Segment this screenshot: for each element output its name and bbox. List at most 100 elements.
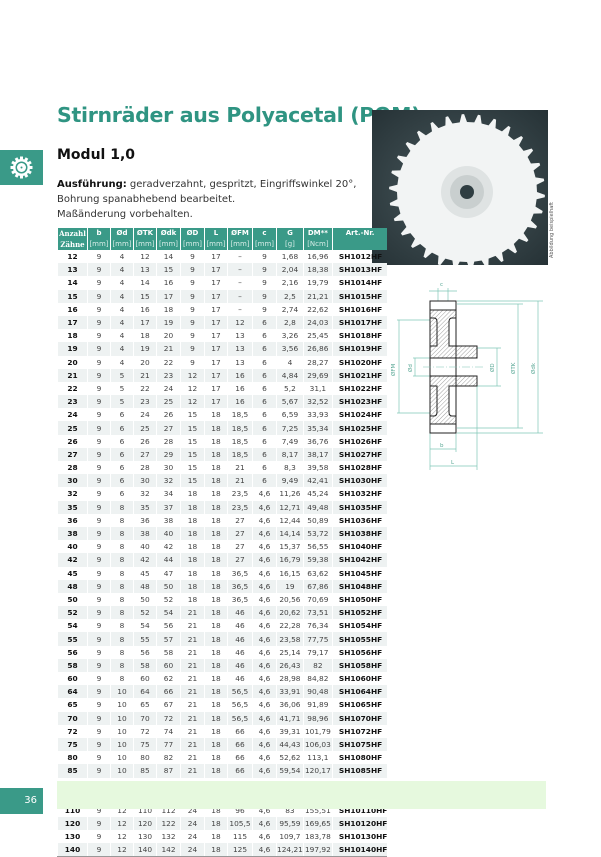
table-cell: 15 bbox=[180, 474, 205, 488]
table-cell: 9 bbox=[87, 408, 111, 422]
table-cell: 17 bbox=[204, 368, 228, 382]
table-cell: 6 bbox=[252, 421, 277, 435]
table-cell: 10 bbox=[110, 751, 134, 765]
table-cell: 6 bbox=[110, 421, 134, 435]
table-cell: 65 bbox=[57, 698, 88, 712]
table-cell: 17 bbox=[204, 355, 228, 369]
table-cell: 53,72 bbox=[302, 526, 333, 541]
table-cell: 84,82 bbox=[302, 672, 333, 686]
table-cell: 106,03 bbox=[302, 737, 333, 752]
table-cell: 4,6 bbox=[252, 606, 277, 620]
table-cell: 21 bbox=[156, 342, 181, 356]
table-cell: 9 bbox=[87, 579, 111, 593]
table-cell: 21 bbox=[180, 606, 205, 620]
table-row: 140 9 12 140 142 24 18 125 4,6 124,21 197,92 SH1014… bbox=[57, 843, 388, 857]
table-cell: 25 bbox=[133, 421, 157, 435]
table-cell: SH10130HF bbox=[331, 830, 388, 844]
table-cell: 101,79 bbox=[302, 724, 333, 738]
table-cell: 4,6 bbox=[252, 632, 277, 646]
table-cell: 125 bbox=[227, 843, 253, 857]
table-cell: 18 bbox=[204, 830, 228, 844]
table-row: 80 9 10 80 82 21 18 66 4,6 52,62 113,1 SH1080HF bbox=[57, 751, 388, 765]
table-cell: SH1042HF bbox=[331, 553, 388, 567]
table-row: 50 9 8 50 52 18 18 36,5 4,6 20,56 70,69 SH1050HF bbox=[57, 592, 388, 607]
table-cell: 17 bbox=[133, 315, 157, 330]
table-cell: 21 bbox=[227, 474, 253, 488]
column-header: ØTK bbox=[133, 228, 157, 239]
table-cell: 26 bbox=[133, 434, 157, 448]
table-cell: 10 bbox=[110, 698, 134, 712]
table-cell: 9 bbox=[87, 566, 111, 580]
table-cell: 36,5 bbox=[227, 592, 253, 607]
table-cell: 9 bbox=[87, 302, 111, 316]
table-cell: 9 bbox=[87, 711, 111, 725]
table-cell: 12 bbox=[110, 843, 134, 857]
table-cell: 70 bbox=[133, 711, 157, 725]
table-row: 55 9 8 55 57 21 18 46 4,6 23,58 77,75 SH1055HF bbox=[57, 632, 388, 646]
table-cell: SH1056HF bbox=[331, 645, 388, 659]
table-cell: – bbox=[227, 263, 253, 277]
table-cell: 27 bbox=[227, 513, 253, 527]
table-cell: 76,34 bbox=[302, 619, 333, 633]
table-cell: 6 bbox=[252, 342, 277, 356]
table-cell: 20,62 bbox=[276, 606, 304, 620]
table-cell: 140 bbox=[133, 843, 157, 857]
table-cell: SH1048HF bbox=[331, 579, 388, 593]
table-cell: 4,6 bbox=[252, 513, 277, 527]
table-cell: 75 bbox=[133, 737, 157, 752]
table-cell: 142 bbox=[156, 843, 181, 857]
table-cell: 24 bbox=[180, 830, 205, 844]
table-cell: 8 bbox=[110, 513, 134, 527]
table-cell: 58 bbox=[133, 658, 157, 672]
table-cell: 115 bbox=[227, 830, 253, 844]
table-cell: 13 bbox=[57, 263, 88, 277]
table-cell: SH1035HF bbox=[331, 500, 388, 514]
table-cell: 18 bbox=[204, 606, 228, 620]
table-cell: SH1050HF bbox=[331, 592, 388, 607]
table-cell: SH1032HF bbox=[331, 487, 388, 501]
table-cell: 66 bbox=[227, 737, 253, 752]
table-cell: SH1021HF bbox=[331, 368, 388, 382]
table-cell: 16 bbox=[227, 381, 253, 396]
table-cell: 72 bbox=[57, 724, 88, 738]
header-row: Anzahl b Ød ØTK Ødk ØD L ØFM c G DM** Art.-Nr. bbox=[57, 228, 388, 239]
table-cell: 52 bbox=[133, 606, 157, 620]
table-cell: 9 bbox=[180, 263, 205, 277]
table-cell: 15 bbox=[180, 408, 205, 422]
table-cell: 29,69 bbox=[302, 368, 333, 382]
table-cell: 18 bbox=[204, 817, 228, 831]
table-cell: SH1058HF bbox=[331, 658, 388, 672]
table-cell: 32 bbox=[156, 474, 181, 488]
table-cell: 59,38 bbox=[302, 553, 333, 567]
table-cell: 65 bbox=[133, 698, 157, 712]
table-cell: 39,58 bbox=[302, 461, 333, 475]
table-cell: 27 bbox=[133, 447, 157, 461]
table-row: 16 9 4 16 18 9 17–9 2,74 22,62 SH1016HF bbox=[57, 302, 388, 316]
table-cell: 35 bbox=[133, 500, 157, 514]
column-unit: [mm] bbox=[204, 239, 228, 250]
table-row: 32 9 6 32 34 18 18 23,5 4,6 11,26 45,24 SH1032HF bbox=[57, 487, 388, 501]
column-header: Ød bbox=[110, 228, 134, 239]
table-cell: 9 bbox=[87, 606, 111, 620]
table-cell: 38 bbox=[133, 526, 157, 541]
table-cell: 4 bbox=[110, 263, 134, 277]
table-cell: 21 bbox=[180, 685, 205, 699]
table-row: 13 9 4 13 15 9 17–9 2,04 18,38 SH1013HF bbox=[57, 263, 388, 277]
table-cell: 9 bbox=[87, 487, 111, 501]
table-cell: 8 bbox=[110, 566, 134, 580]
table-cell: 19 bbox=[133, 342, 157, 356]
table-cell: 18 bbox=[204, 685, 228, 699]
table-cell: 64 bbox=[57, 685, 88, 699]
table-cell: 9 bbox=[87, 500, 111, 514]
table-cell: SH1024HF bbox=[331, 408, 388, 422]
table-cell: 27 bbox=[227, 540, 253, 554]
table-cell: 18 bbox=[204, 553, 228, 567]
table-cell: 18 bbox=[204, 566, 228, 580]
table-cell: 9 bbox=[87, 632, 111, 646]
table-cell: 8 bbox=[110, 540, 134, 554]
table-cell: 50 bbox=[57, 592, 88, 607]
table-cell: 47 bbox=[156, 566, 181, 580]
table-cell: 18 bbox=[180, 592, 205, 607]
table-cell: 18 bbox=[204, 724, 228, 738]
table-cell: 30 bbox=[156, 461, 181, 475]
